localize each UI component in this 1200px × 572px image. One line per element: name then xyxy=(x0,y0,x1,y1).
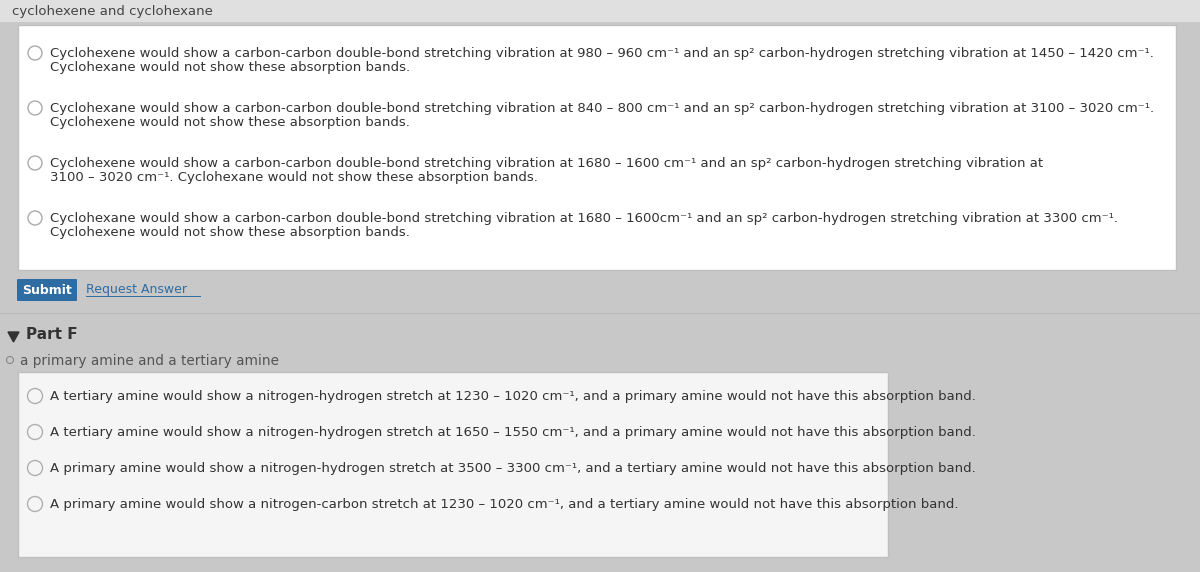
Text: Cyclohexene would show a carbon-carbon double-bond stretching vibration at 1680 : Cyclohexene would show a carbon-carbon d… xyxy=(50,157,1043,170)
Polygon shape xyxy=(8,332,19,342)
Text: Cyclohexane would not show these absorption bands.: Cyclohexane would not show these absorpt… xyxy=(50,61,410,74)
Text: Cyclohexene would show a carbon-carbon double-bond stretching vibration at 980 –: Cyclohexene would show a carbon-carbon d… xyxy=(50,47,1154,60)
Text: Submit: Submit xyxy=(22,284,72,296)
Text: Cyclohexane would show a carbon-carbon double-bond stretching vibration at 1680 : Cyclohexane would show a carbon-carbon d… xyxy=(50,212,1118,225)
Text: Cyclohexane would show a carbon-carbon double-bond stretching vibration at 840 –: Cyclohexane would show a carbon-carbon d… xyxy=(50,102,1154,115)
FancyBboxPatch shape xyxy=(18,372,888,557)
FancyBboxPatch shape xyxy=(17,279,77,301)
Text: Cyclohexene would not show these absorption bands.: Cyclohexene would not show these absorpt… xyxy=(50,116,410,129)
Text: a primary amine and a tertiary amine: a primary amine and a tertiary amine xyxy=(20,354,278,368)
FancyBboxPatch shape xyxy=(0,313,1200,572)
Text: A tertiary amine would show a nitrogen-hydrogen stretch at 1650 – 1550 cm⁻¹, and: A tertiary amine would show a nitrogen-h… xyxy=(50,426,976,439)
Text: A primary amine would show a nitrogen-carbon stretch at 1230 – 1020 cm⁻¹, and a : A primary amine would show a nitrogen-ca… xyxy=(50,498,959,511)
Text: cyclohexene and cyclohexane: cyclohexene and cyclohexane xyxy=(12,5,212,18)
Text: Cyclohexene would not show these absorption bands.: Cyclohexene would not show these absorpt… xyxy=(50,226,410,239)
FancyBboxPatch shape xyxy=(0,0,1200,22)
Text: Request Answer: Request Answer xyxy=(86,284,187,296)
FancyBboxPatch shape xyxy=(18,25,1176,270)
Text: 3100 – 3020 cm⁻¹. Cyclohexane would not show these absorption bands.: 3100 – 3020 cm⁻¹. Cyclohexane would not … xyxy=(50,171,538,184)
Text: A primary amine would show a nitrogen-hydrogen stretch at 3500 – 3300 cm⁻¹, and : A primary amine would show a nitrogen-hy… xyxy=(50,462,976,475)
Text: Part F: Part F xyxy=(26,327,78,342)
Text: A tertiary amine would show a nitrogen-hydrogen stretch at 1230 – 1020 cm⁻¹, and: A tertiary amine would show a nitrogen-h… xyxy=(50,390,976,403)
